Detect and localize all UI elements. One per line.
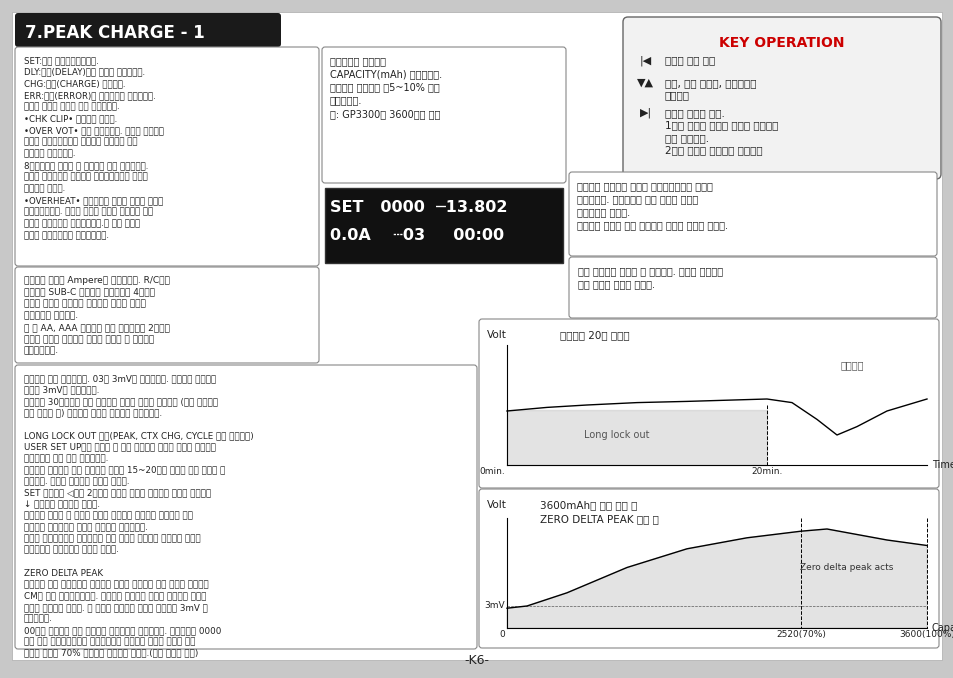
Text: 오토 스타트를 설정할 수 있습니다. 설정된 시간만큼
충전 시작이 딜레이 됩니다.: 오토 스타트를 설정할 수 있습니다. 설정된 시간만큼 충전 시작이 딜레이 … [578,266,722,290]
Text: 용량, 피크 인감도, 오토스타트
시간설정: 용량, 피크 인감도, 오토스타트 시간설정 [664,78,756,100]
Text: Volt: Volt [486,330,506,340]
Polygon shape [506,529,926,628]
Text: 3mV: 3mV [484,601,504,610]
Text: 20min.: 20min. [751,467,781,476]
Text: 롱록아웃 20분 설정시: 롱록아웃 20분 설정시 [559,330,629,340]
Text: ▶|: ▶| [639,108,652,119]
Text: |◀: |◀ [639,55,652,66]
Text: ZERO DELTA PEAK 충전 예: ZERO DELTA PEAK 충전 예 [539,514,659,524]
FancyBboxPatch shape [478,319,938,488]
Bar [325,188,562,263]
Polygon shape [506,410,766,465]
FancyBboxPatch shape [15,13,281,47]
Text: ▼▲: ▼▲ [637,78,654,88]
Text: 0min.: 0min. [478,467,504,476]
FancyBboxPatch shape [322,47,565,183]
Text: 7.PEAK CHARGE - 1: 7.PEAK CHARGE - 1 [25,24,205,42]
FancyBboxPatch shape [15,47,318,266]
Text: 피크검출: 피크검출 [840,360,862,370]
Text: KEY OPERATION: KEY OPERATION [719,36,843,50]
FancyBboxPatch shape [15,267,318,363]
Text: SET   0000  ─13.802: SET 0000 ─13.802 [330,200,507,215]
Text: Long lock out: Long lock out [583,430,649,440]
Text: 2520(70%): 2520(70%) [775,630,825,639]
FancyBboxPatch shape [568,257,936,318]
Text: Time: Time [931,460,953,470]
Text: 3600(100%): 3600(100%) [898,630,953,639]
Text: 3600mAh로 용량 설정 후: 3600mAh로 용량 설정 후 [539,500,637,510]
Text: Capacity: Capacity [931,623,953,633]
Text: Volt: Volt [486,500,506,510]
FancyBboxPatch shape [568,172,936,256]
Text: 커서를 뒤로 이동: 커서를 뒤로 이동 [664,55,715,65]
Text: 0: 0 [498,630,504,639]
Text: 델타피크 값을 설정합니다. 03은 3mV를 의미합니다. 대부분의 배터리의
충전은 3mV로 시작합니다.
충전시작 30초후에도 계속 배터리의 전압이: 델타피크 값을 설정합니다. 03은 3mV를 의미합니다. 대부분의 배터리의… [24,374,253,658]
Text: 충전용량을 제한하는
CAPACITY(mAh) 세팅입니다.
배터리의 용량보다 약5~10% 높게
설정합니다.
예: GP3300은 3600으로 세팅: 충전용량을 제한하는 CAPACITY(mAh) 세팅입니다. 배터리의 용량보… [330,56,441,119]
Text: 충전전류 암페어 Ampere를 의미합니다. R/C카에
탑재되는 SUB-C 사이즈의 배터리에는 4암페어
이상의 충전을 배터리를 손상시킬 위험이 있: 충전전류 암페어 Ampere를 의미합니다. R/C카에 탑재되는 SUB-C… [24,276,170,356]
Text: 배터리를 연결하기 전에는 파워서플라이의 전압이
표시됩니다. 온도센서의 현재 온도와 교대로
디스플레이 됩니다.
배터리가 연결이 되면 배터리의 전압: 배터리를 연결하기 전에는 파워서플라이의 전압이 표시됩니다. 온도센서의 현… [577,181,727,231]
Text: Zero delta peak acts: Zero delta peak acts [800,563,893,572]
Text: -K6-: -K6- [464,654,489,666]
FancyBboxPatch shape [622,17,940,179]
Text: 0.0A    ┄03     00:00: 0.0A ┄03 00:00 [330,228,503,243]
FancyBboxPatch shape [478,489,938,648]
Text: SET:셋업 디스플레이입니다.
DLY:대기(DELAY)하고 있음을 의미합니다.
CHG:충전(CHARGE) 중입니다.
ERR:에러(ERROR)가 : SET:셋업 디스플레이입니다. DLY:대기(DELAY)하고 있음을 의미합… [24,56,164,240]
Text: 커서를 앞으도 이동.
1초간 누르고 있으면 세팅을 건너뛰고
바로 충전시작.
2초간 누르면 롱록아웃 충전시작: 커서를 앞으도 이동. 1초간 누르고 있으면 세팅을 건너뛰고 바로 충전시작… [664,108,778,155]
FancyBboxPatch shape [15,365,476,649]
